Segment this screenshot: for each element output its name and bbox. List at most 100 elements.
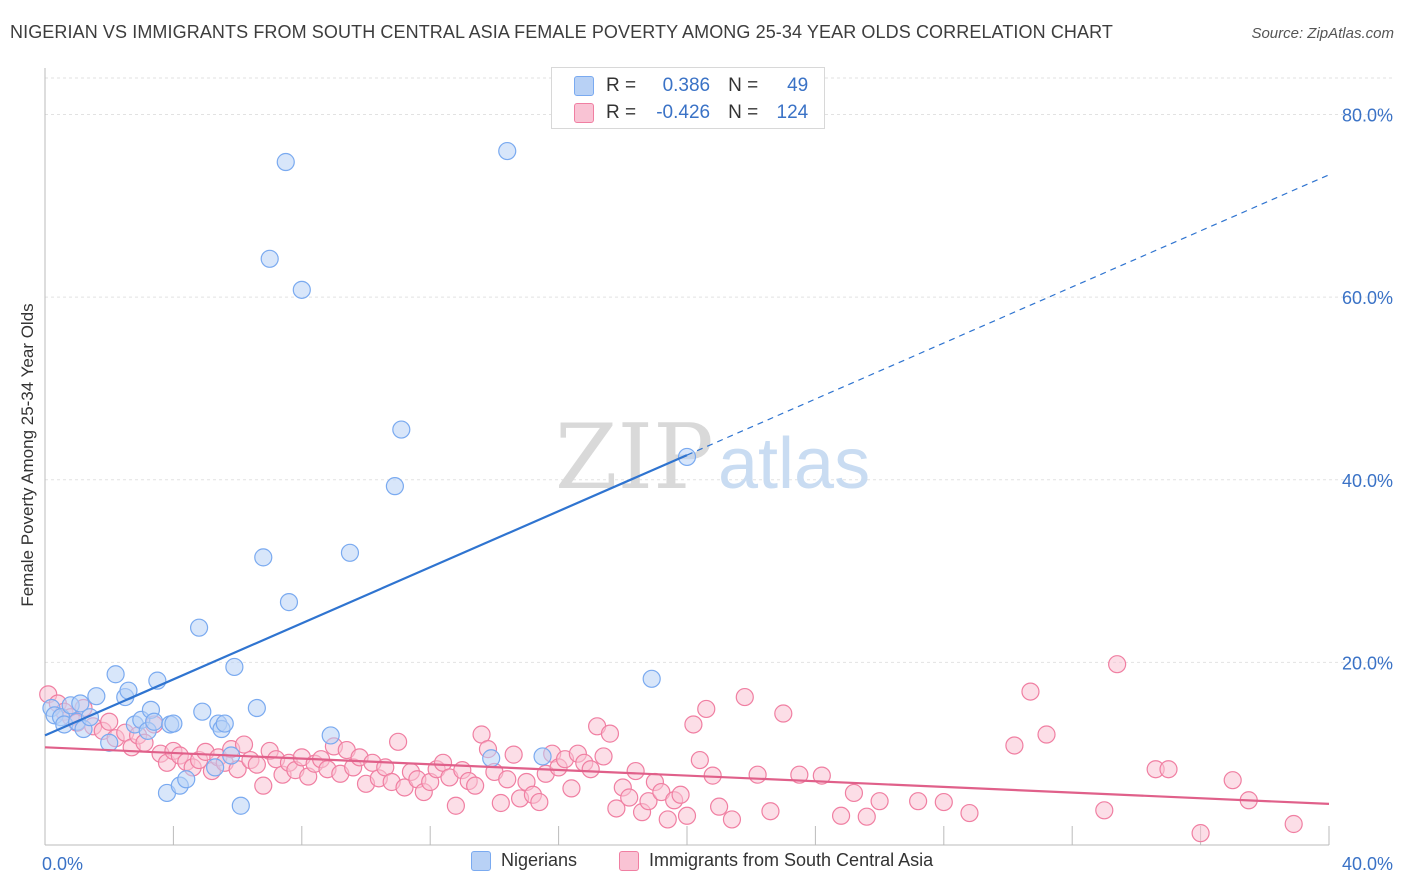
immigrants-point [722,810,742,829]
nigerians-point [321,726,340,745]
legend-label-nigerians: Nigerians [501,850,578,870]
nigerians-point [279,593,299,612]
nigerians-point [385,477,404,496]
immigrants-point [562,779,581,798]
legend-swatch-nigerians [574,76,594,96]
legend-r-label: R = [606,102,637,123]
immigrants-point [761,802,780,821]
immigrants-point [395,778,414,797]
legend-item-immigrants[interactable]: Immigrants from South Central Asia [619,850,933,871]
immigrants-point [626,761,645,781]
legend-n-label: N = [728,102,759,123]
chart-title: NIGERIAN VS IMMIGRANTS FROM SOUTH CENTRA… [10,22,1113,42]
gridlines [45,77,1392,663]
source-label: Source: ZipAtlas.com [1251,25,1394,42]
immigrants-point [1159,760,1178,779]
tick-labels: 20.0% 40.0% 60.0% 80.0% 0.0% 40.0% [42,106,1393,874]
immigrants-point [790,765,809,784]
nigerians-point [247,698,266,718]
nigerians-point [498,141,517,161]
immigrants-point [594,747,613,766]
immigrants-point [1108,655,1127,674]
legend-n-value: 124 [776,102,809,123]
immigrants-point [1095,801,1114,820]
y-tick-label: 20.0% [1342,653,1393,673]
nigerians-point [340,543,360,562]
immigrants-point [620,788,639,807]
legend-n-value: 49 [787,75,809,96]
immigrants-point [697,699,716,719]
legend-row-nigerians: R = 0.386 N = 49 [574,73,808,99]
immigrants-point [581,760,600,779]
immigrants-point [748,765,767,784]
immigrants-point [909,792,928,811]
immigrants-point [812,766,831,785]
y-tick-label: 60.0% [1342,288,1393,308]
immigrants-point [639,792,658,811]
legend-r-value: -0.426 [656,102,711,123]
nigerians-point [80,708,100,727]
legend-item-nigerians[interactable]: Nigerians [471,850,577,871]
legend-label-immigrants: Immigrants from South Central Asia [649,850,934,870]
nigerians-point [145,712,164,731]
immigrants-point [1005,736,1024,755]
axes [44,68,1330,846]
nigerians-point [215,714,234,733]
nigerians-point [260,249,279,268]
immigrants-point [498,770,517,789]
immigrants-point [857,807,876,826]
nigerians-point [276,152,295,172]
immigrants-point [100,712,119,731]
nigerians-point [106,665,125,684]
watermark-atlas: atlas [718,424,870,504]
nigerians-point [71,694,90,713]
y-tick-label: 40.0% [1342,471,1393,491]
nigerians-point [177,770,196,789]
nigerians-point [642,669,661,688]
immigrants-trend-line [44,746,1330,806]
immigrants-point [844,783,864,803]
immigrants-point [1191,824,1210,843]
legend-n-label: N = [728,75,759,96]
immigrants-point [491,793,510,813]
nigerians-point [193,702,212,721]
immigrants-point [254,776,273,795]
y-tick-label: 80.0% [1342,106,1393,126]
immigrants-point [1037,725,1056,744]
nigerians-trend-line [44,454,688,737]
legend-swatch-immigrants [619,850,639,871]
immigrants-point [1284,814,1303,834]
immigrants-point [607,799,626,818]
immigrants-point [677,806,697,825]
immigrants-point [504,745,523,764]
x-tick-label-max: 40.0% [1342,854,1393,874]
legend-swatch-immigrants [574,103,594,123]
immigrants-point [1223,771,1242,790]
immigrants-point [684,715,703,734]
immigrants-point [774,704,793,723]
trend-lines [44,174,1330,806]
watermark: ZIP atlas [555,405,870,510]
immigrants-point [870,792,889,811]
immigrants-point [735,687,754,707]
immigrants-point [446,796,465,815]
immigrants-point [709,797,729,816]
correlation-legend: R = 0.386 N = 49 R = -0.426 N = 124 [551,67,825,129]
nigerians-point [292,280,311,299]
nigerians-point [189,618,209,637]
immigrants-point [530,792,549,812]
immigrants-point [247,755,266,774]
legend-swatch-nigerians [471,850,491,871]
immigrants-point [934,792,953,812]
nigerians-point [87,687,106,706]
immigrants-point [600,724,620,743]
series-legend: Nigerians Immigrants from South Central … [0,850,1406,878]
legend-r-label: R = [606,75,637,96]
nigerians-point [231,796,250,815]
nigerians-point [225,657,244,677]
immigrants-point [960,803,979,823]
nigerians-point [533,747,552,766]
immigrants-point [690,750,709,770]
nigerians-point [206,758,225,777]
